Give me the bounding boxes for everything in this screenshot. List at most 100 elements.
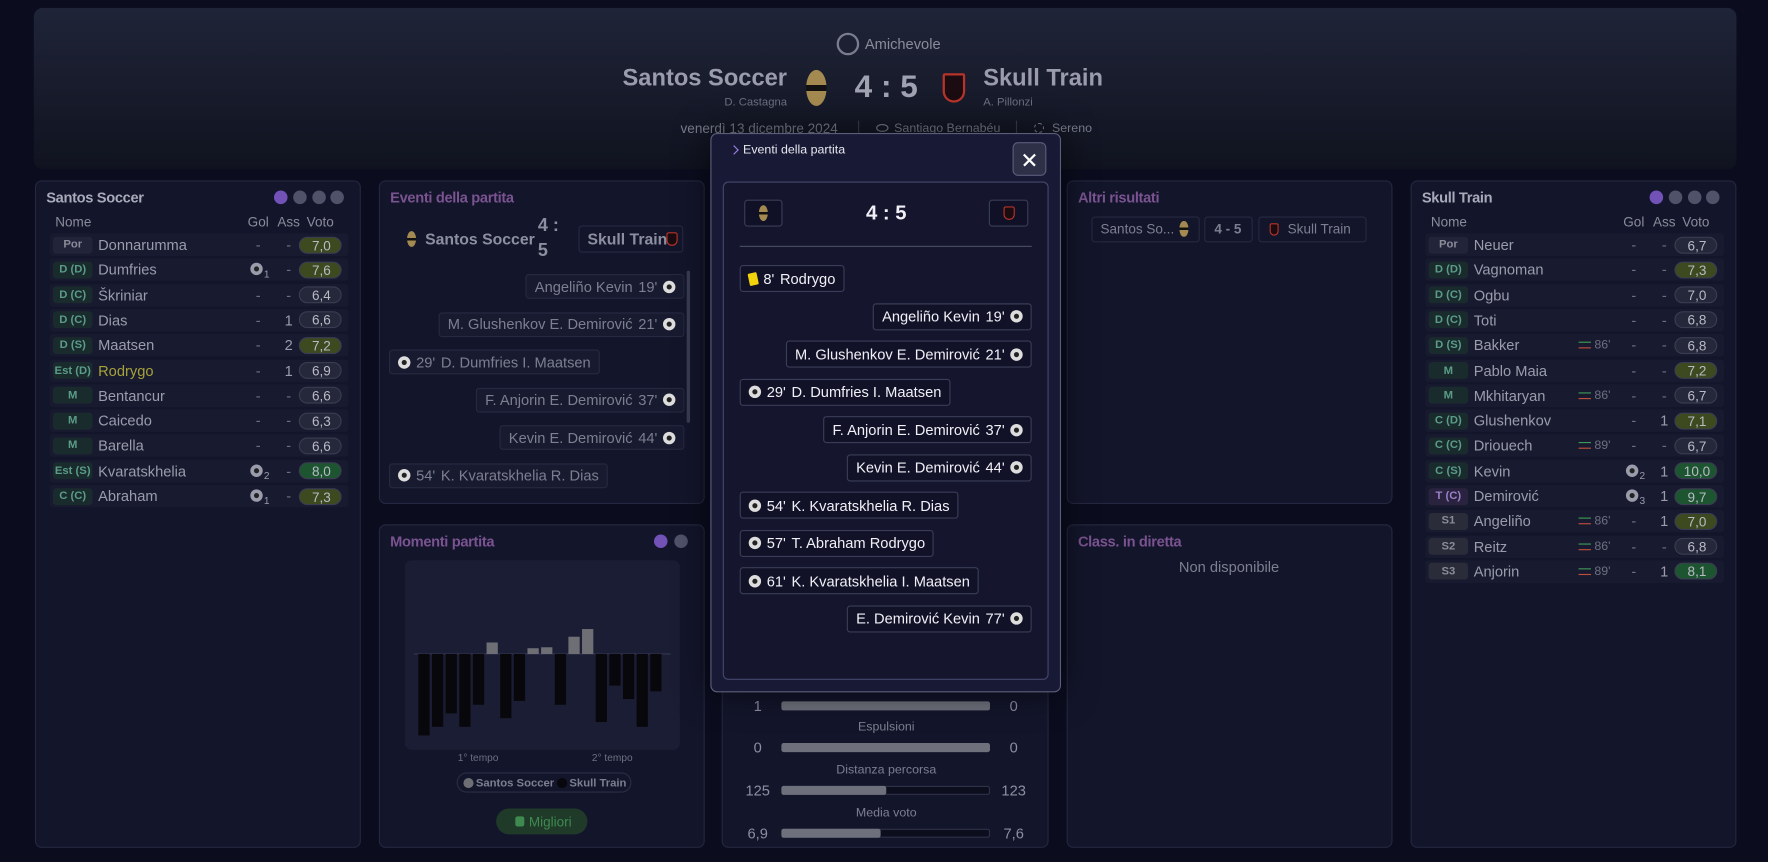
goals: - [1631, 286, 1637, 304]
goals: - [255, 286, 261, 304]
button[interactable]: Migliori [496, 808, 588, 835]
event-chip: Kevin E. Demirović 44' [847, 453, 1032, 481]
panel-dot[interactable] [312, 190, 326, 205]
bar [527, 648, 539, 654]
goal-icon [1010, 423, 1023, 436]
event-players: D. Dumfries I. Maatsen [440, 353, 591, 371]
position-chip: D (C) [1428, 286, 1469, 304]
panel-dot[interactable] [1649, 190, 1664, 205]
event-chip: 61' K. Kvaratskhelia I. Maatsen [739, 567, 979, 595]
rating: 8,1 [1687, 564, 1707, 581]
position-chip: D (D) [1428, 261, 1469, 279]
position-chip: D (S) [1428, 336, 1469, 354]
panel-dot[interactable] [1705, 190, 1720, 205]
position-chip: D (C) [52, 286, 93, 304]
position-chip: M [52, 437, 93, 455]
panel-dot[interactable] [330, 190, 344, 205]
result-box [1204, 216, 1253, 243]
assists: - [286, 487, 292, 505]
position: M [68, 439, 78, 453]
event-players: D. Dumfries I. Maatsen [791, 383, 942, 401]
event-players: Kevin E. Demirović [508, 429, 633, 446]
away-logo [666, 232, 678, 246]
home-team: Santos Soccer [425, 230, 535, 249]
panel-dot[interactable] [1687, 190, 1702, 205]
event-chip: 57' T. Abraham Rodrygo [739, 529, 935, 557]
goal-icon [250, 489, 263, 502]
rating: 6,3 [311, 413, 331, 430]
column-header: Ass [277, 214, 300, 231]
event-minute: 44' [638, 429, 658, 446]
home-logo [1179, 221, 1189, 237]
goal-icon [1010, 310, 1023, 323]
assists: - [286, 437, 292, 455]
player-name: Anjorin [1473, 563, 1520, 581]
event-chip: 54' K. Kvaratskhelia R. Dias [739, 491, 959, 519]
event-minute: 54' [766, 496, 786, 514]
bar [472, 653, 485, 705]
bar [568, 636, 580, 654]
position-chip: Por [1428, 236, 1469, 254]
position: Est (D) [54, 364, 91, 377]
event-minute: 77' [985, 610, 1005, 627]
rating: 7,1 [1687, 413, 1707, 430]
sub-icon [1578, 392, 1591, 399]
rating-chip: 7,2 [298, 336, 342, 354]
divider [739, 245, 1032, 247]
assists: 1 [284, 311, 293, 329]
thumb-icon [515, 816, 525, 827]
goals: 1 [263, 268, 270, 280]
column-header: Voto [1682, 214, 1710, 231]
rating: 6,7 [1687, 388, 1707, 404]
goal-icon [748, 385, 762, 399]
sub-minute: 86' [1594, 514, 1611, 529]
position-chip: Est (S) [52, 462, 93, 480]
position: M [68, 414, 78, 427]
event-minute: 29' [416, 353, 436, 371]
assists: - [286, 387, 292, 404]
assists: 2 [284, 336, 293, 354]
position-chip: D (S) [52, 336, 93, 354]
position: D (C) [1434, 288, 1462, 302]
rating: 7,3 [1687, 262, 1707, 279]
panel-dot[interactable] [674, 534, 688, 548]
rating: 7,2 [1687, 363, 1707, 379]
assists: 1 [1660, 487, 1669, 505]
bar [622, 653, 635, 700]
goals: - [255, 412, 261, 430]
sub-icon [1578, 442, 1591, 450]
assists: 1 [1660, 512, 1669, 530]
position: C (C) [1434, 439, 1462, 453]
position: C (D) [1434, 414, 1462, 427]
player-name: Dumfries [98, 261, 157, 279]
goal-icon [662, 393, 676, 406]
goals: 1 [263, 494, 270, 507]
separator [1015, 120, 1018, 137]
event-players: Angeliño Kevin [882, 307, 980, 325]
assists: 1 [1660, 563, 1669, 581]
position: S3 [1441, 565, 1456, 578]
panel-dot[interactable] [653, 534, 668, 548]
rating-chip: 7,0 [298, 236, 342, 254]
goal-icon [748, 574, 762, 587]
position: S1 [1441, 515, 1456, 528]
position: S2 [1441, 540, 1456, 553]
player-name: Rodrygo [98, 361, 154, 379]
rating-chip: 6,8 [1674, 537, 1718, 555]
panel-dot[interactable] [293, 190, 307, 205]
event-players: K. Kvaratskhelia I. Maatsen [791, 572, 970, 590]
rating: 6,8 [1687, 312, 1707, 329]
panel-dot[interactable] [1668, 190, 1683, 205]
position: Por [1438, 238, 1458, 251]
event-minute: 37' [638, 391, 658, 409]
panel-dot[interactable] [273, 190, 288, 205]
position-chip: D (C) [52, 311, 93, 329]
event-players: K. Kvaratskhelia R. Dias [791, 496, 950, 514]
close-button[interactable] [1012, 142, 1047, 176]
bar [513, 653, 526, 701]
stat-bar [781, 828, 881, 838]
away-team: Skull Train [587, 230, 668, 249]
home-team: Santos Soccer [622, 65, 788, 92]
